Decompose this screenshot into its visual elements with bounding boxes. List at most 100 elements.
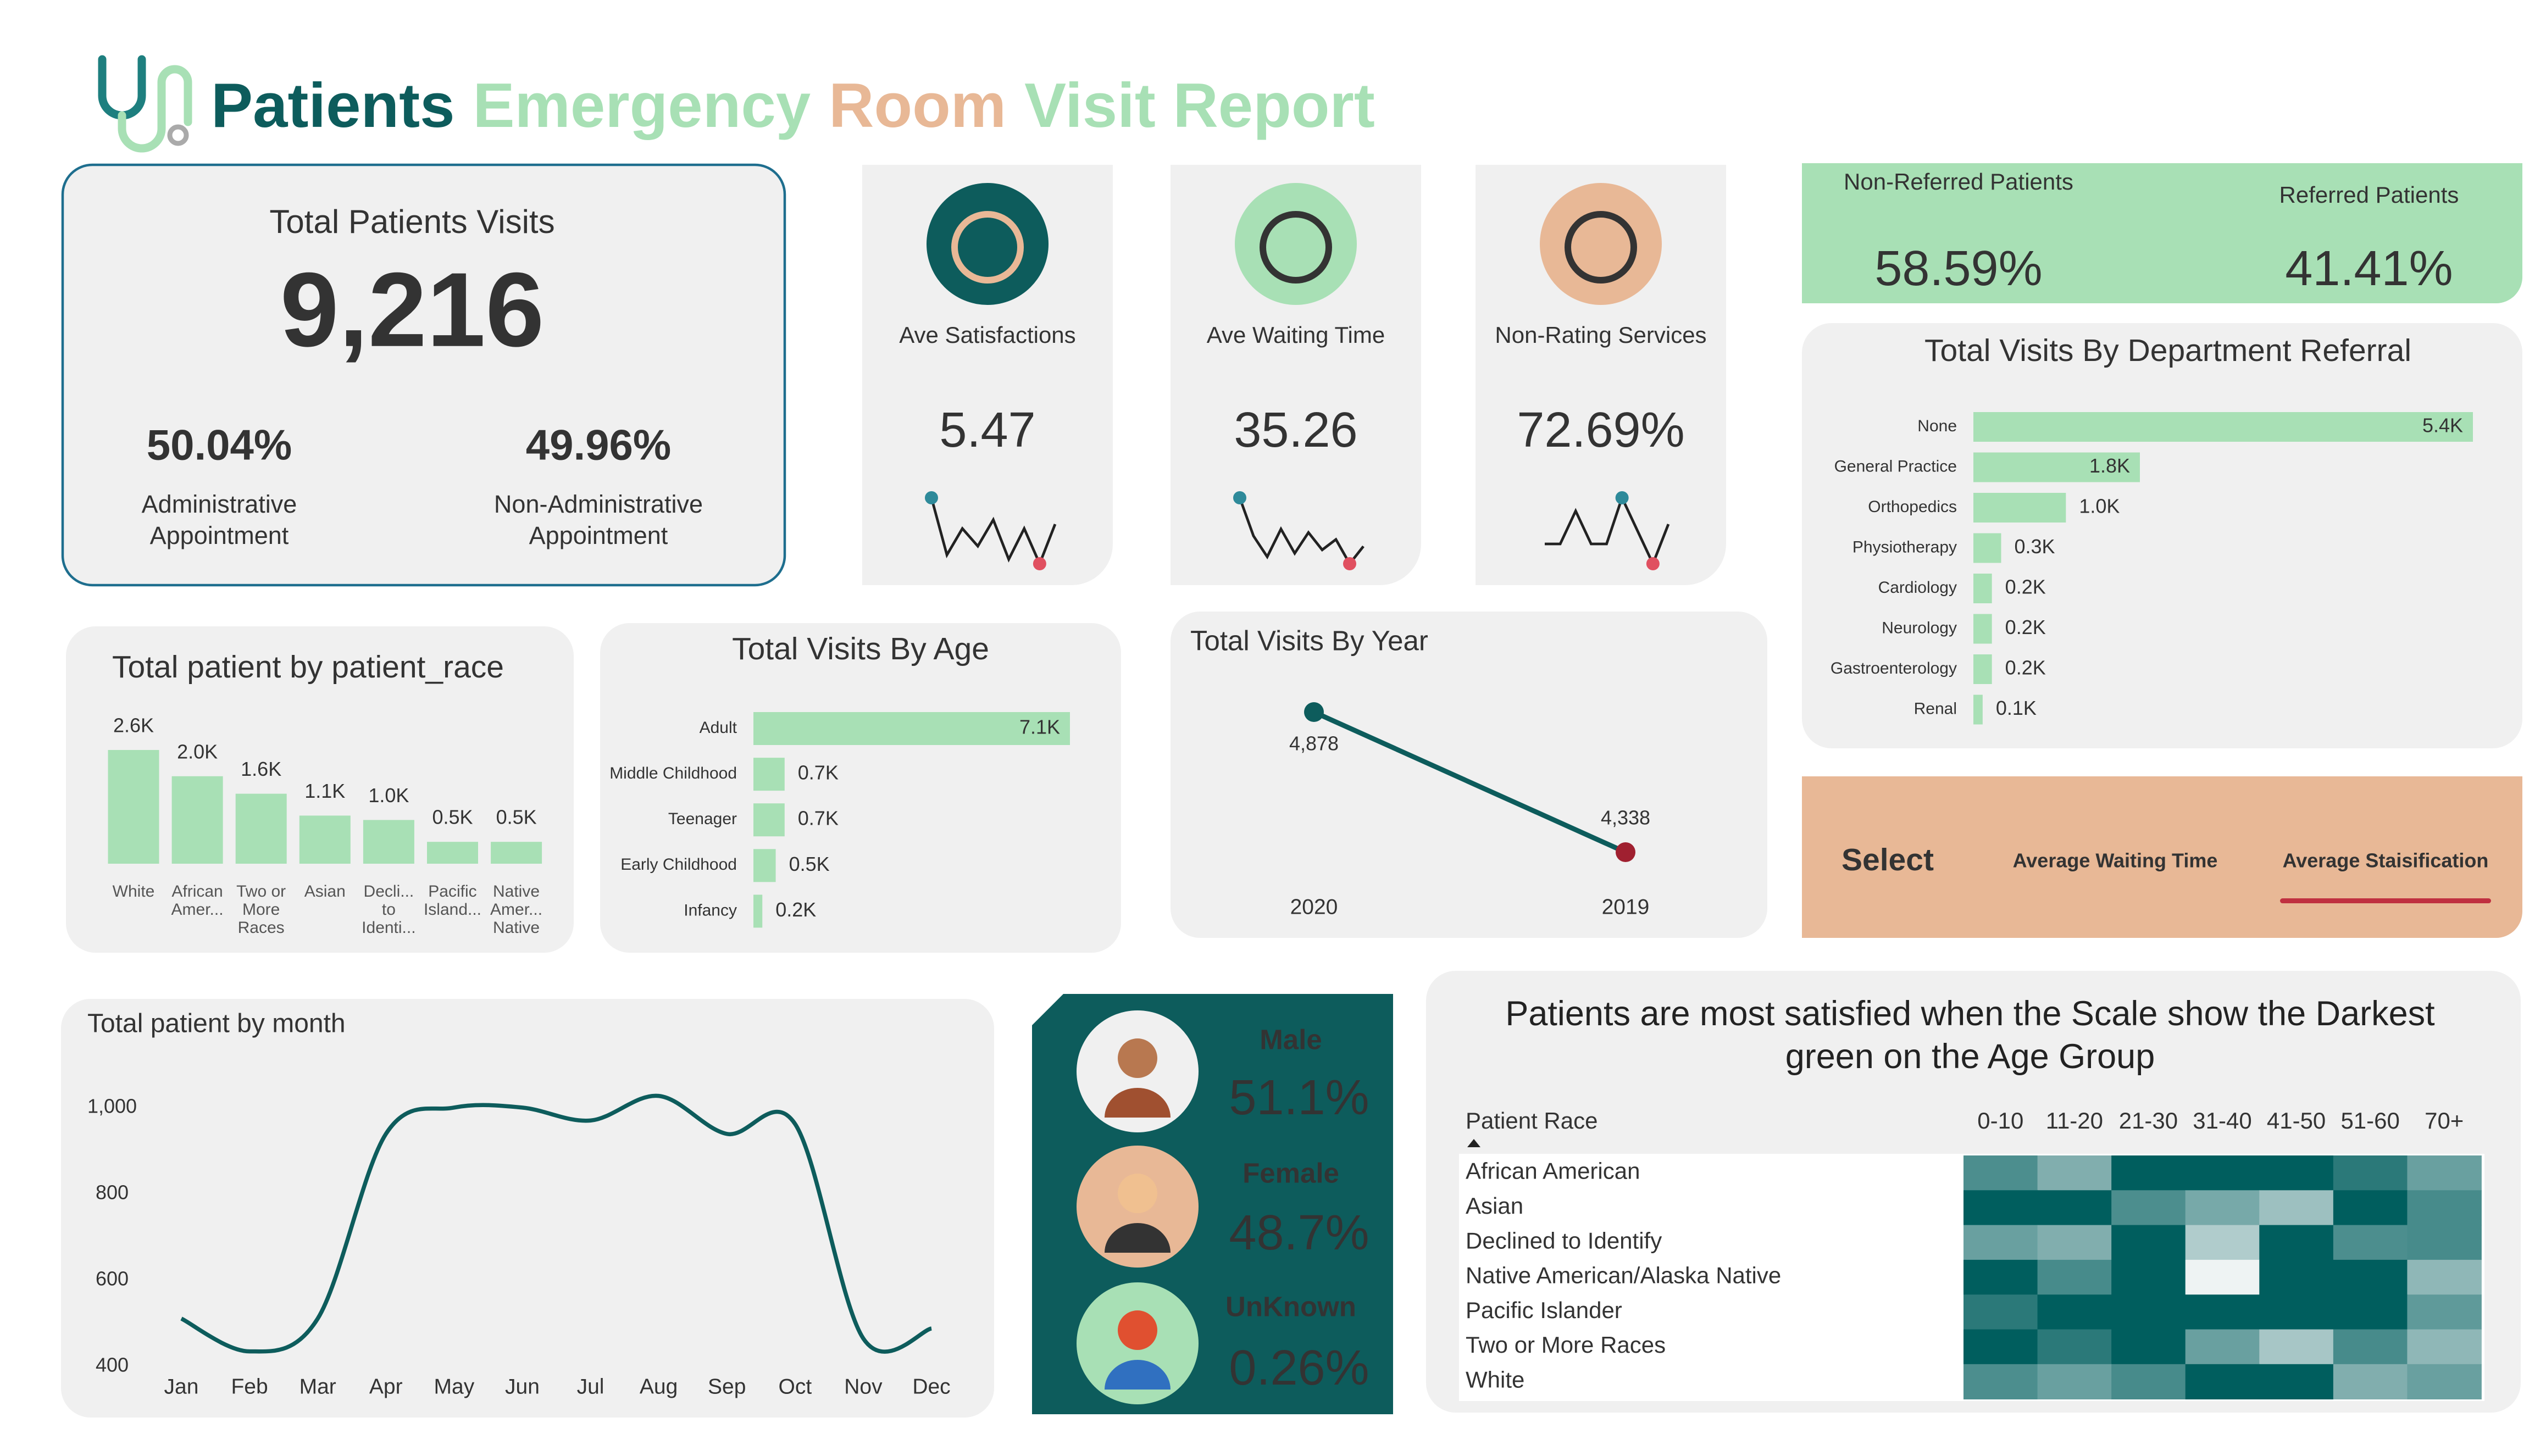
kpi-icon-inner (1260, 211, 1333, 284)
category-label: Early Childhood (620, 855, 737, 874)
referral-value: 41.41% (2285, 241, 2453, 296)
bar (491, 842, 542, 864)
kpi-card (1476, 165, 1727, 586)
select-option[interactable]: Average Staisification (2283, 849, 2489, 872)
value-label: 5.4K (2422, 414, 2463, 437)
bar (427, 842, 479, 864)
chart-title: Total Visits By Age (732, 631, 989, 666)
value-label: 1.1K (304, 780, 345, 802)
chart-card (61, 999, 995, 1418)
kpi-value: 72.69% (1517, 403, 1684, 458)
row-label: African American (1466, 1158, 1640, 1184)
value-label: 2.6K (113, 714, 154, 737)
heat-cell (1963, 1225, 2038, 1260)
heat-cell (2037, 1155, 2112, 1191)
row-label: Declined to Identify (1466, 1227, 1662, 1253)
x-tick-label: White (112, 883, 155, 902)
point (1304, 702, 1324, 723)
bar (1973, 452, 2140, 482)
heat-cell (2407, 1259, 2482, 1296)
column-label: 70+ (2425, 1108, 2464, 1133)
heat-cell (2111, 1329, 2186, 1365)
y-tick-label: 800 (96, 1181, 129, 1203)
kpi-card (862, 165, 1113, 586)
bar (108, 750, 159, 864)
referral-label: Referred Patients (2279, 181, 2459, 208)
column-label: 21-30 (2119, 1108, 2178, 1133)
bar (1973, 614, 1992, 644)
value-label: 0.5K (432, 806, 473, 829)
kpi-percent: 49.96% (526, 421, 672, 469)
heat-cell (2407, 1225, 2482, 1260)
chart-card (66, 626, 574, 953)
total-visits-card (61, 163, 786, 587)
value-label: 0.7K (798, 762, 839, 784)
x-tick-label-box: Native Amer... Native (490, 883, 542, 938)
column-label: 31-40 (2193, 1108, 2251, 1133)
bar (1973, 574, 1992, 604)
line (180, 1093, 933, 1354)
x-tick-label: African Amer... (171, 883, 224, 920)
value-label: 1.8K (2089, 454, 2130, 477)
column-label: 41-50 (2267, 1108, 2326, 1133)
referral-label: Non-Referred Patients (1844, 168, 2073, 195)
gender-icon-body (1105, 1088, 1171, 1118)
heat-cell (2259, 1364, 2334, 1400)
kpi-label-box: Ave Waiting Time (1207, 321, 1385, 348)
heat-cell (2111, 1364, 2186, 1400)
chart-title: Total patient by patient_race (112, 649, 504, 685)
heat-cell (2111, 1294, 2186, 1330)
x-tick-label: 2019 (1602, 895, 1650, 919)
heat-cell (2259, 1190, 2334, 1226)
heat-cell (2407, 1155, 2482, 1191)
row-label: Pacific Islander (1466, 1297, 1622, 1323)
heat-cell (2407, 1329, 2482, 1365)
x-tick-label: Dec (912, 1375, 950, 1398)
referral-card (1802, 163, 2523, 304)
sparkline-max (1233, 491, 1247, 505)
y-tick-label: 400 (96, 1354, 129, 1376)
x-tick-label: Pacific Island... (423, 883, 482, 920)
value-label: 1.6K (241, 758, 281, 780)
x-tick-label: Jan (164, 1375, 199, 1398)
select-panel (1802, 776, 2523, 938)
gender-value: 51.1% (1229, 1070, 1369, 1125)
heat-cell (1963, 1364, 2038, 1400)
heat-cell (2111, 1225, 2186, 1260)
gender-name: UnKnown (1225, 1291, 1356, 1322)
gender-icon-body (1105, 1360, 1171, 1390)
sparkline-max (925, 491, 939, 505)
row-label: Two or More Races (1466, 1332, 1666, 1358)
heat-cell (2185, 1225, 2260, 1260)
select-option[interactable]: Average Waiting Time (2013, 849, 2218, 872)
category-label: Adult (700, 719, 737, 737)
chart-title: Total patient by month (87, 1009, 346, 1038)
value-label: 0.2K (2005, 657, 2046, 679)
heat-cell (1963, 1190, 2038, 1226)
sparkline (930, 497, 1057, 568)
gender-value: 0.26% (1229, 1341, 1369, 1396)
column-label: 11-20 (2046, 1108, 2103, 1133)
gender-icon-head (1118, 1174, 1158, 1214)
category-label: Orthopedics (1868, 498, 1957, 516)
bar (363, 820, 414, 864)
heat-cell (2111, 1190, 2186, 1226)
x-tick-label: Sep (708, 1375, 746, 1398)
value-label: 0.1K (1996, 697, 2037, 719)
bar (753, 894, 763, 928)
kpi-icon (927, 183, 1049, 305)
category-label: Middle Childhood (609, 764, 737, 782)
heat-cell (2037, 1364, 2112, 1400)
column-label: 0-10 (1977, 1108, 2023, 1133)
category-label: Physiotherapy (1852, 538, 1957, 556)
x-tick-label: May (434, 1375, 475, 1398)
x-tick-label-box: Decli... to Identi... (362, 883, 415, 938)
bar (171, 776, 223, 864)
sparkline (1238, 497, 1364, 566)
category-label: Cardiology (1878, 579, 1957, 597)
heat-cell (2037, 1225, 2112, 1260)
x-tick-label-box: Two or More Races (236, 883, 286, 938)
value-label: 0.2K (2005, 616, 2046, 638)
value-label: 0.2K (775, 898, 816, 921)
